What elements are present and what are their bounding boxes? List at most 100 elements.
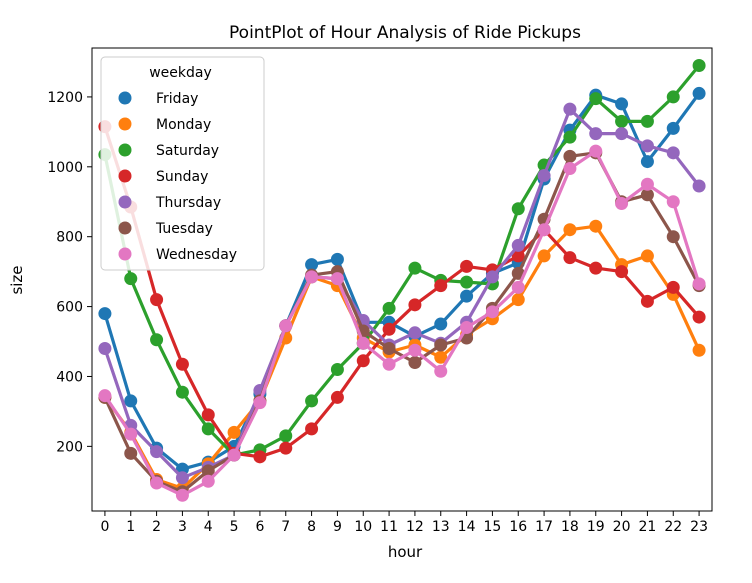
point-thursday-0 (98, 342, 112, 356)
point-tuesday-11 (382, 342, 396, 356)
point-wednesday-4 (201, 474, 215, 488)
chart-title: PointPlot of Hour Analysis of Ride Picku… (229, 23, 581, 43)
point-friday-22 (666, 121, 680, 135)
point-tuesday-13 (434, 338, 448, 352)
x-tick-label-5: 5 (230, 519, 239, 535)
legend-title: weekday (149, 65, 212, 81)
point-monday-5 (227, 425, 241, 439)
point-wednesday-5 (227, 448, 241, 462)
legend: weekday Friday Monday Saturday Sunday Thursda… (100, 56, 265, 271)
point-wednesday-13 (434, 364, 448, 378)
point-sunday-12 (408, 298, 422, 312)
series-sunday (98, 120, 706, 464)
legend-box (100, 56, 265, 271)
x-tick-label-10: 10 (354, 519, 372, 535)
point-wednesday-17 (537, 223, 551, 237)
y-tick-label-1200: 1200 (47, 90, 83, 106)
x-tick-label-6: 6 (255, 519, 264, 535)
y-tick-label-200: 200 (56, 439, 83, 455)
legend-marker-saturday (118, 143, 132, 157)
point-saturday-1 (124, 272, 138, 286)
point-sunday-22 (666, 280, 680, 294)
legend-marker-sunday (118, 169, 132, 183)
point-sunday-13 (434, 279, 448, 293)
point-wednesday-9 (330, 272, 344, 286)
x-tick-label-15: 15 (484, 519, 502, 535)
point-sunday-10 (356, 354, 370, 368)
point-thursday-2 (150, 445, 164, 459)
point-wednesday-8 (305, 270, 319, 284)
point-thursday-21 (640, 139, 654, 153)
legend-marker-friday (118, 91, 132, 105)
point-friday-0 (98, 307, 112, 321)
point-monday-13 (434, 350, 448, 364)
point-wednesday-6 (253, 396, 267, 410)
series-layer (98, 58, 706, 502)
point-thursday-22 (666, 146, 680, 160)
point-sunday-7 (279, 441, 293, 455)
x-tick-label-13: 13 (432, 519, 450, 535)
point-wednesday-20 (615, 196, 629, 210)
point-friday-14 (460, 289, 474, 303)
x-tick-label-0: 0 (100, 519, 109, 535)
x-tick-label-23: 23 (690, 519, 708, 535)
point-sunday-21 (640, 294, 654, 308)
point-wednesday-18 (563, 162, 577, 176)
point-thursday-18 (563, 102, 577, 116)
y-axis: 200 400 600 800 1000 1200 (47, 90, 92, 455)
x-tick-label-9: 9 (333, 519, 342, 535)
point-monday-19 (589, 219, 603, 233)
point-saturday-22 (666, 90, 680, 104)
point-tuesday-12 (408, 355, 422, 369)
point-tuesday-4 (201, 464, 215, 478)
point-sunday-16 (511, 249, 525, 263)
point-thursday-23 (692, 179, 706, 193)
legend-marker-tuesday (118, 221, 132, 235)
x-tick-label-3: 3 (178, 519, 187, 535)
legend-label-friday: Friday (156, 91, 198, 107)
point-saturday-12 (408, 261, 422, 275)
point-tuesday-22 (666, 230, 680, 244)
point-wednesday-3 (175, 488, 189, 502)
point-wednesday-2 (150, 476, 164, 490)
legend-label-tuesday: Tuesday (155, 221, 213, 237)
legend-marker-monday (118, 117, 132, 131)
point-saturday-23 (692, 58, 706, 72)
point-wednesday-19 (589, 144, 603, 158)
point-saturday-11 (382, 301, 396, 315)
point-saturday-7 (279, 429, 293, 443)
x-tick-label-16: 16 (509, 519, 527, 535)
x-tick-label-11: 11 (380, 519, 398, 535)
x-tick-label-22: 22 (664, 519, 682, 535)
point-tuesday-18 (563, 149, 577, 163)
x-tick-label-1: 1 (126, 519, 135, 535)
point-tuesday-1 (124, 446, 138, 460)
point-wednesday-12 (408, 343, 422, 357)
point-wednesday-10 (356, 336, 370, 350)
point-sunday-4 (201, 408, 215, 422)
point-wednesday-16 (511, 280, 525, 294)
point-sunday-3 (175, 357, 189, 371)
legend-label-monday: Monday (156, 117, 211, 133)
point-friday-23 (692, 86, 706, 100)
x-tick-label-17: 17 (535, 519, 553, 535)
series-wednesday (98, 144, 706, 502)
point-wednesday-15 (485, 305, 499, 319)
point-thursday-17 (537, 169, 551, 183)
y-axis-label: size (8, 265, 26, 294)
legend-marker-wednesday (118, 247, 132, 261)
point-saturday-8 (305, 394, 319, 408)
x-tick-label-12: 12 (406, 519, 424, 535)
point-saturday-14 (460, 275, 474, 289)
x-tick-label-18: 18 (561, 519, 579, 535)
point-thursday-19 (589, 127, 603, 141)
point-monday-17 (537, 249, 551, 263)
point-sunday-6 (253, 450, 267, 464)
point-friday-9 (330, 252, 344, 266)
point-sunday-18 (563, 251, 577, 265)
point-sunday-14 (460, 259, 474, 273)
x-tick-label-19: 19 (587, 519, 605, 535)
point-thursday-16 (511, 238, 525, 252)
